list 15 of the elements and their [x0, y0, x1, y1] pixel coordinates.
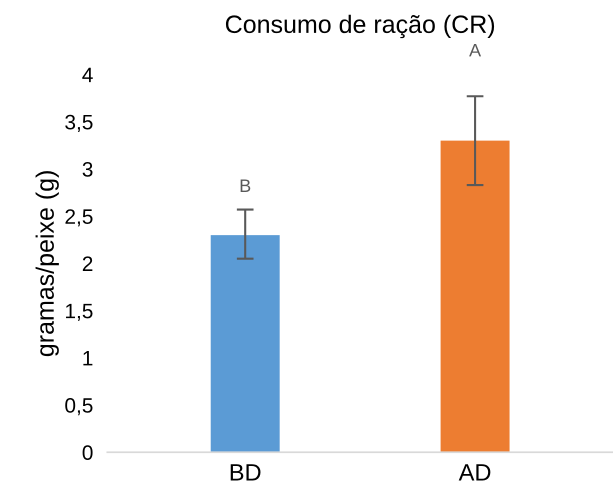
x-tick-label: AD — [458, 464, 490, 480]
y-tick-label: 0 — [82, 445, 93, 460]
text: A — [469, 44, 482, 56]
y-tick-label: 1 — [83, 351, 92, 366]
y-tick-label: 2,5 — [65, 209, 93, 226]
annotation: B — [240, 180, 250, 192]
y-tick-label: 0,5 — [65, 398, 93, 416]
y-tick-label: 1,5 — [66, 304, 93, 321]
y-tick-label: 4 — [82, 68, 93, 82]
chart-title: Consumo de ração (CR) — [226, 14, 494, 38]
x-tick-label: BD — [230, 464, 260, 480]
y-tick-label: 3,5 — [65, 114, 93, 132]
y-tick-label: 3 — [82, 162, 92, 177]
y-axis-title: gramas/peixe (g) — [36, 171, 59, 356]
y-tick-label: 2 — [82, 256, 92, 271]
